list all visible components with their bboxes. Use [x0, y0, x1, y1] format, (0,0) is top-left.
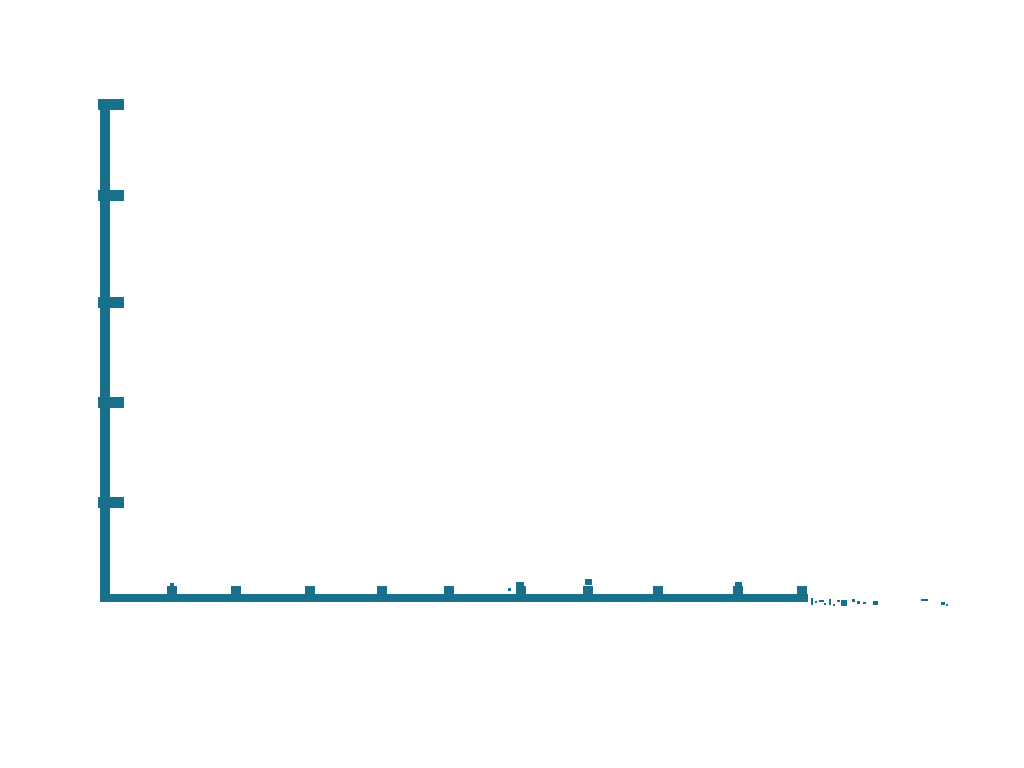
text-remnant-artifact: [735, 582, 742, 587]
text-remnant-artifact: [170, 583, 174, 587]
text-remnant-artifact: [585, 579, 592, 585]
text-remnant-artifact: [863, 602, 866, 604]
x-axis-tick: [305, 586, 315, 602]
text-remnant-artifact: [833, 604, 835, 606]
text-remnant-artifact: [873, 601, 878, 605]
x-axis-tick: [231, 586, 241, 602]
text-remnant-artifact: [852, 599, 855, 602]
text-remnant-artifact: [811, 598, 813, 605]
text-remnant-artifact: [941, 602, 945, 605]
y-axis-tick: [98, 99, 124, 110]
text-remnant-artifact: [516, 582, 524, 587]
y-axis-tick: [98, 297, 124, 308]
x-axis-tick: [583, 586, 593, 602]
x-axis-tick: [377, 586, 387, 602]
text-remnant-artifact: [841, 600, 847, 606]
y-axis-line: [100, 99, 110, 602]
text-remnant-artifact: [508, 588, 511, 591]
y-axis-tick: [98, 397, 124, 408]
text-remnant-artifact: [837, 600, 840, 602]
x-axis-tick: [516, 586, 526, 602]
x-axis-tick: [653, 586, 663, 602]
x-axis-tick: [733, 586, 743, 602]
y-axis-tick: [98, 497, 124, 508]
text-remnant-artifact: [815, 601, 817, 603]
text-remnant-artifact: [819, 600, 824, 602]
text-remnant-artifact: [824, 603, 826, 605]
y-axis-tick: [98, 190, 124, 201]
x-axis-tick: [444, 586, 454, 602]
x-axis-tick: [797, 586, 807, 602]
text-remnant-artifact: [829, 599, 831, 605]
x-axis-line: [100, 594, 808, 602]
x-axis-tick: [167, 586, 177, 602]
text-remnant-artifact: [921, 599, 928, 601]
text-remnant-artifact: [857, 601, 860, 604]
text-remnant-artifact: [946, 604, 948, 606]
